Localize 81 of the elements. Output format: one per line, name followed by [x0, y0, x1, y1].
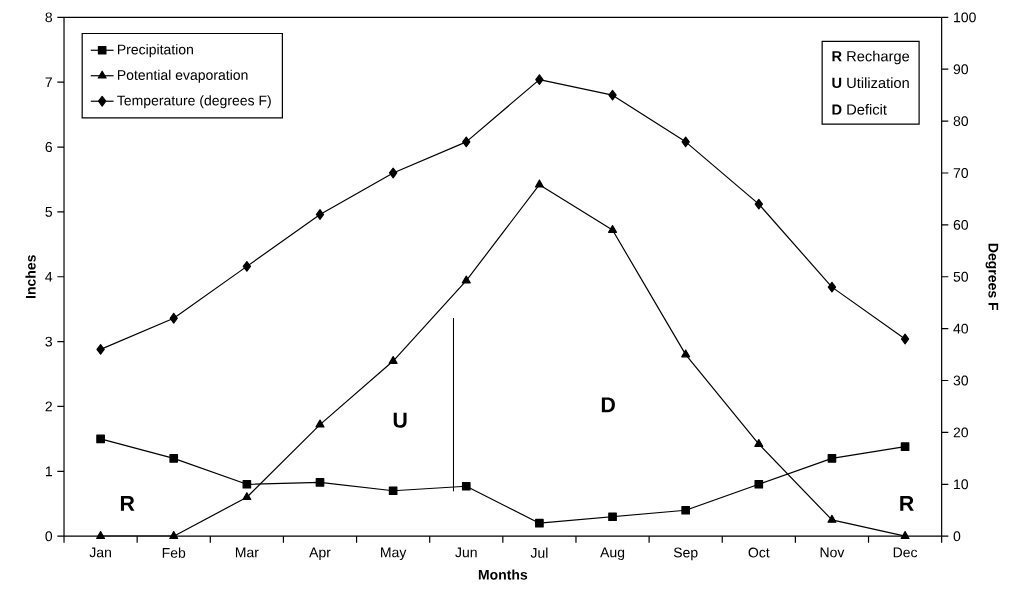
- annotation: U Utilization: [832, 77, 909, 89]
- point: [242, 261, 252, 272]
- legend-label: Potential evaporation: [117, 69, 248, 83]
- x-tick-label: Jun: [455, 547, 477, 558]
- annotation: R Recharge: [832, 50, 910, 65]
- point: [827, 281, 837, 293]
- y-tick-label: 7: [45, 77, 52, 88]
- x-tick-label: Oct: [748, 547, 770, 558]
- point: [461, 275, 471, 284]
- y2-tick-label: 80: [953, 116, 969, 127]
- point: [754, 480, 764, 489]
- point: [169, 531, 179, 540]
- point: [681, 349, 691, 358]
- point: [388, 356, 398, 364]
- x-tick-label: Apr: [309, 547, 331, 561]
- y2-axis-title: Degrees F: [985, 243, 999, 311]
- y-tick-label: 4: [45, 272, 53, 282]
- y2-tick-label: 90: [953, 64, 969, 75]
- x-tick-label: Nov: [820, 547, 845, 558]
- point: [242, 480, 252, 489]
- point: [535, 74, 544, 86]
- y2-tick-label: 70: [953, 168, 969, 179]
- x-tick-label: Jan: [89, 547, 111, 558]
- point: [388, 167, 398, 179]
- point: [388, 486, 398, 496]
- point: [900, 531, 910, 540]
- x-tick-label: Dec: [893, 547, 918, 558]
- x-tick-label: Mar: [235, 547, 259, 558]
- point: [461, 481, 471, 491]
- legend-label: Temperature (degrees F): [117, 95, 271, 109]
- y-tick-label: 5: [45, 207, 53, 217]
- y-tick-label: 1: [45, 466, 52, 477]
- annotation: R: [120, 496, 135, 511]
- y-tick-label: 3: [45, 336, 53, 347]
- x-tick-label: Sep: [673, 547, 698, 561]
- point: [900, 442, 910, 452]
- y-tick-label: 6: [45, 142, 53, 153]
- point: [169, 312, 178, 324]
- point: [827, 454, 837, 463]
- point: [315, 478, 325, 487]
- point: [96, 344, 105, 355]
- point: [681, 136, 690, 148]
- x-tick-label: Jul: [530, 547, 548, 558]
- y-axis-title: Inches: [25, 255, 36, 299]
- legend-label: Precipitation: [117, 44, 193, 58]
- point: [96, 434, 105, 444]
- annotation: R: [900, 496, 914, 511]
- point: [315, 209, 325, 220]
- x-tick-label: Feb: [162, 547, 186, 558]
- y2-tick-label: 0: [953, 531, 961, 542]
- y-tick-label: 8: [45, 12, 53, 23]
- x-tick-label: Aug: [600, 547, 625, 561]
- point: [900, 333, 910, 345]
- point: [242, 492, 252, 501]
- x-axis-title: Months: [478, 569, 528, 580]
- annotation: D: [601, 397, 615, 413]
- point: [534, 179, 544, 188]
- annotation: D Deficit: [832, 104, 887, 115]
- point: [96, 531, 106, 540]
- y-tick-label: 0: [45, 531, 53, 542]
- y-tick-label: 2: [45, 401, 52, 412]
- y2-tick-label: 50: [953, 271, 969, 282]
- point: [608, 224, 618, 233]
- point: [315, 419, 325, 428]
- y2-tick-label: 10: [954, 479, 969, 490]
- point: [754, 198, 764, 210]
- y2-tick-label: 40: [953, 323, 969, 334]
- y2-tick-label: 20: [953, 427, 969, 438]
- x-tick-label: May: [381, 547, 407, 561]
- point: [827, 514, 837, 523]
- point: [608, 89, 617, 101]
- point: [535, 518, 544, 528]
- annotation: U: [393, 412, 407, 428]
- y2-tick-label: 60: [953, 219, 969, 230]
- point: [681, 505, 691, 515]
- point: [608, 512, 617, 522]
- point: [754, 439, 764, 448]
- point: [462, 136, 471, 148]
- point: [169, 454, 179, 463]
- y2-tick-label: 100: [954, 12, 976, 23]
- y2-tick-label: 30: [953, 375, 969, 386]
